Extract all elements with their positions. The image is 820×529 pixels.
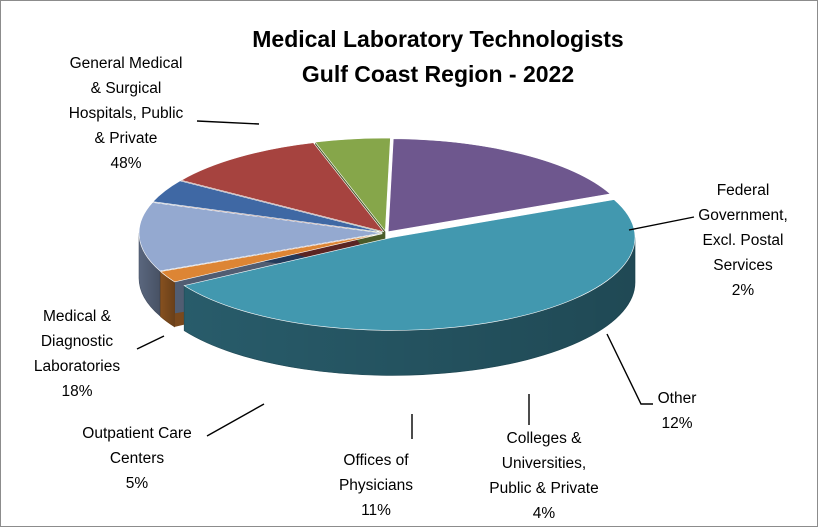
- slice-percent-federal-government: 2%: [732, 282, 755, 299]
- slice-label-line: Hospitals, Public: [69, 105, 184, 122]
- slice-side-other: [138, 233, 161, 317]
- slice-side-federal-government: [160, 270, 175, 328]
- slice-general-hospitals: [183, 199, 636, 331]
- slice-label-offices-physicians: Offices of Physicians 11%: [339, 452, 413, 519]
- slice-label-line: Universities,: [502, 455, 586, 472]
- slice-percent-general-hospitals: 48%: [110, 155, 141, 172]
- slice-percent-offices-physicians: 11%: [361, 502, 391, 519]
- chart-title: Medical Laboratory Technologists Gulf Co…: [252, 26, 623, 87]
- leader-lines: [136, 120, 695, 439]
- slice-medical-diagnostic-labs: [387, 138, 611, 233]
- slice-label-general-hospitals: General Medical & Surgical Hospitals, Publ…: [69, 55, 184, 172]
- slice-percent-medical-diagnostic-labs: 18%: [61, 383, 92, 400]
- slice-label-line: General Medical: [70, 55, 183, 72]
- slice-label-other: Other 12%: [658, 390, 697, 432]
- slice-label-line: Colleges &: [507, 430, 583, 447]
- slice-federal-government: [159, 233, 383, 283]
- leader-line-federal-government: [628, 216, 695, 231]
- slice-label-line: Other: [658, 390, 697, 407]
- chart-title-line-1: Medical Laboratory Technologists: [252, 26, 623, 52]
- leader-line-other: [606, 333, 653, 405]
- slice-offices-physicians: [180, 142, 385, 233]
- slice-label-line: Centers: [110, 450, 165, 467]
- slice-label-line: Federal: [717, 182, 770, 199]
- leader-line-outpatient-care: [206, 403, 265, 437]
- slice-label-line: Physicians: [339, 477, 413, 494]
- slice-label-medical-diagnostic-labs: Medical & Diagnostic Laboratories 18%: [34, 308, 120, 400]
- slice-percent-colleges-universities: 4%: [533, 505, 556, 522]
- slice-percent-other: 12%: [661, 415, 692, 432]
- leader-line-general-hospitals: [196, 120, 260, 125]
- slice-label-line: Excl. Postal: [703, 232, 784, 249]
- slice-label-line: Services: [713, 257, 773, 274]
- slice-label-line: & Surgical: [91, 80, 162, 97]
- slice-label-line: Government,: [698, 207, 788, 224]
- slice-label-outpatient-care: Outpatient Care Centers 5%: [82, 425, 191, 492]
- slice-labels: General Medical & Surgical Hospitals, Publ…: [34, 55, 788, 522]
- slice-label-line: Offices of: [343, 452, 409, 469]
- slice-label-line: & Private: [95, 130, 158, 147]
- slice-percent-outpatient-care: 5%: [126, 475, 149, 492]
- chart-title-line-2: Gulf Coast Region - 2022: [302, 61, 574, 87]
- slice-label-line: Diagnostic: [41, 333, 114, 350]
- slice-label-line: Laboratories: [34, 358, 120, 375]
- slice-label-line: Medical &: [43, 308, 112, 325]
- slice-label-line: Outpatient Care: [82, 425, 191, 442]
- pie-side-walls: [138, 233, 636, 376]
- leader-line-medical-diagnostic-labs: [136, 335, 165, 350]
- slice-colleges-universities: [152, 180, 383, 233]
- slice-other: [138, 202, 383, 272]
- slice-label-colleges-universities: Colleges & Universities, Public & Private 4…: [489, 430, 598, 522]
- slice-label-federal-government: Federal Government, Excl. Postal Services 2%: [698, 182, 788, 299]
- slice-label-line: Public & Private: [489, 480, 598, 497]
- slice-outpatient-care: [314, 137, 391, 232]
- pie-slices: [138, 137, 636, 376]
